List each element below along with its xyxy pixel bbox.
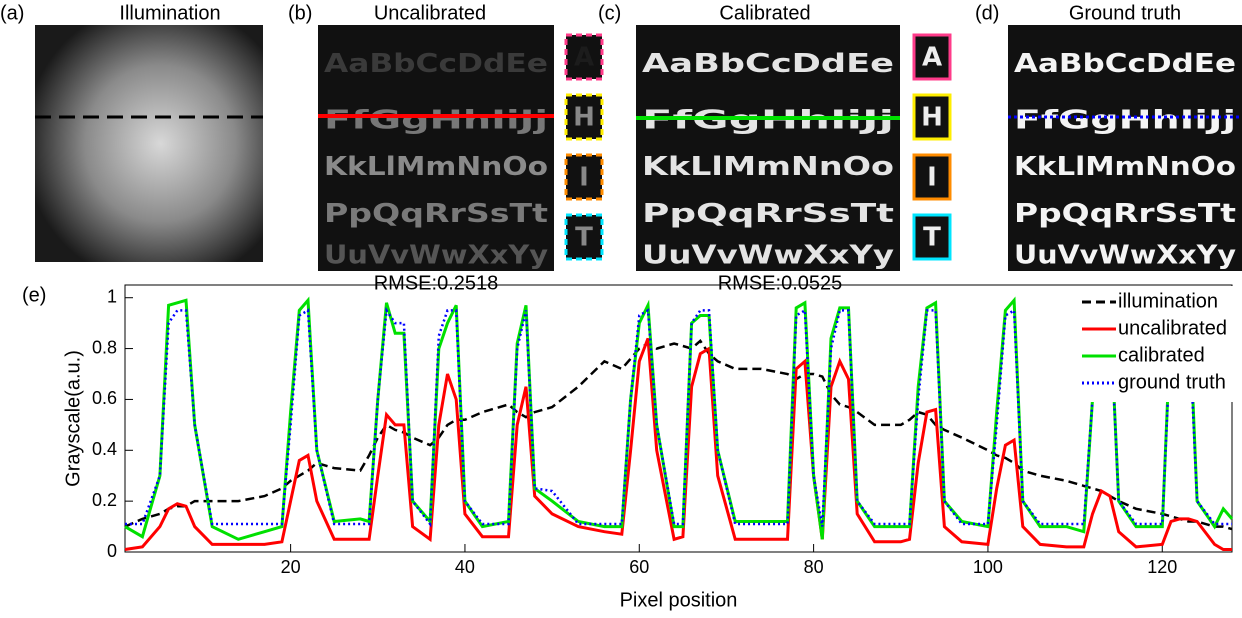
x-axis-label: Pixel position — [620, 589, 738, 611]
inset-letter: T — [923, 223, 941, 253]
y-tick-label: 0.2 — [92, 490, 117, 510]
inset-letter: H — [573, 103, 595, 133]
series-line — [124, 289, 1234, 541]
inset-frame — [564, 153, 604, 201]
legend-label: ground truth — [1118, 371, 1226, 393]
panel-title: Illumination — [119, 2, 220, 24]
letter-row: UuVvWwXxYy — [324, 241, 548, 271]
y-tick-label: 0 — [107, 541, 117, 561]
letter-row: AaBbCcDdEe — [1014, 49, 1236, 79]
legend-label: illumination — [1118, 290, 1218, 312]
series-line — [124, 339, 1233, 531]
rmse-label: RMSE:0.2518 — [374, 272, 499, 294]
letter-row: PpQqRrSsTt — [1014, 199, 1236, 229]
inset-letter: A — [922, 43, 942, 73]
chart-label: (e) — [22, 284, 46, 306]
legend-box — [1080, 286, 1240, 402]
series-line — [125, 306, 1232, 528]
x-tick-label: 80 — [804, 557, 824, 577]
panel-image — [35, 25, 263, 262]
inset-letter: A — [574, 43, 594, 73]
panel-label: (b) — [288, 2, 312, 24]
letter-row: UuVvWwXxYy — [1014, 241, 1236, 271]
panel-image — [318, 25, 554, 271]
letter-row: FfGgHhIiJj — [324, 105, 548, 135]
inset-letter: I — [927, 163, 937, 193]
panel-label: (c) — [598, 2, 621, 24]
letter-row: AaBbCcDdEe — [642, 49, 894, 79]
panel-label: (d) — [975, 2, 999, 24]
panel-title: Calibrated — [719, 2, 810, 24]
plot-frame — [124, 284, 1233, 553]
panel-title: Uncalibrated — [374, 2, 486, 24]
legend-label: uncalibrated — [1118, 317, 1227, 339]
inset-frame — [912, 153, 952, 201]
panel-title: Ground truth — [1069, 2, 1181, 24]
y-tick-label: 0.4 — [92, 439, 117, 459]
letter-row: PpQqRrSsTt — [642, 199, 894, 229]
letter-row: KkLlMmNnOo — [324, 152, 548, 182]
letter-row: KkLlMmNnOo — [1014, 152, 1236, 182]
y-axis-label: Grayscale(a.u.) — [62, 350, 84, 487]
inset-frame — [912, 213, 952, 261]
letter-row: KkLlMmNnOo — [642, 152, 894, 182]
x-tick-label: 40 — [455, 557, 475, 577]
panel-image — [1008, 25, 1242, 271]
inset-frame — [564, 33, 604, 81]
y-tick-label: 0.8 — [92, 337, 117, 357]
letter-row: PpQqRrSsTt — [324, 199, 548, 229]
inset-frame — [912, 33, 952, 81]
y-tick-label: 0.6 — [92, 388, 117, 408]
x-tick-label: 20 — [281, 557, 301, 577]
x-tick-label: 100 — [973, 557, 1003, 577]
y-tick-label: 1 — [107, 286, 117, 306]
panel-image — [636, 25, 900, 271]
legend-label: calibrated — [1118, 344, 1205, 366]
letter-row: UuVvWwXxYy — [642, 241, 894, 271]
inset-frame — [912, 93, 952, 141]
inset-frame — [564, 213, 604, 261]
inset-letter: T — [575, 223, 593, 253]
inset-letter: I — [579, 163, 589, 193]
letter-row: AaBbCcDdEe — [324, 49, 548, 79]
inset-letter: H — [921, 103, 943, 133]
series-line — [124, 337, 1232, 551]
inset-frame — [564, 93, 604, 141]
letter-row: FfGgHhIiJj — [642, 105, 894, 135]
x-tick-label: 60 — [629, 557, 649, 577]
panel-label: (a) — [0, 2, 24, 24]
x-tick-label: 120 — [1147, 557, 1177, 577]
letter-row: FfGgHhIiJj — [1014, 105, 1236, 135]
rmse-label: RMSE:0.0525 — [718, 272, 843, 294]
